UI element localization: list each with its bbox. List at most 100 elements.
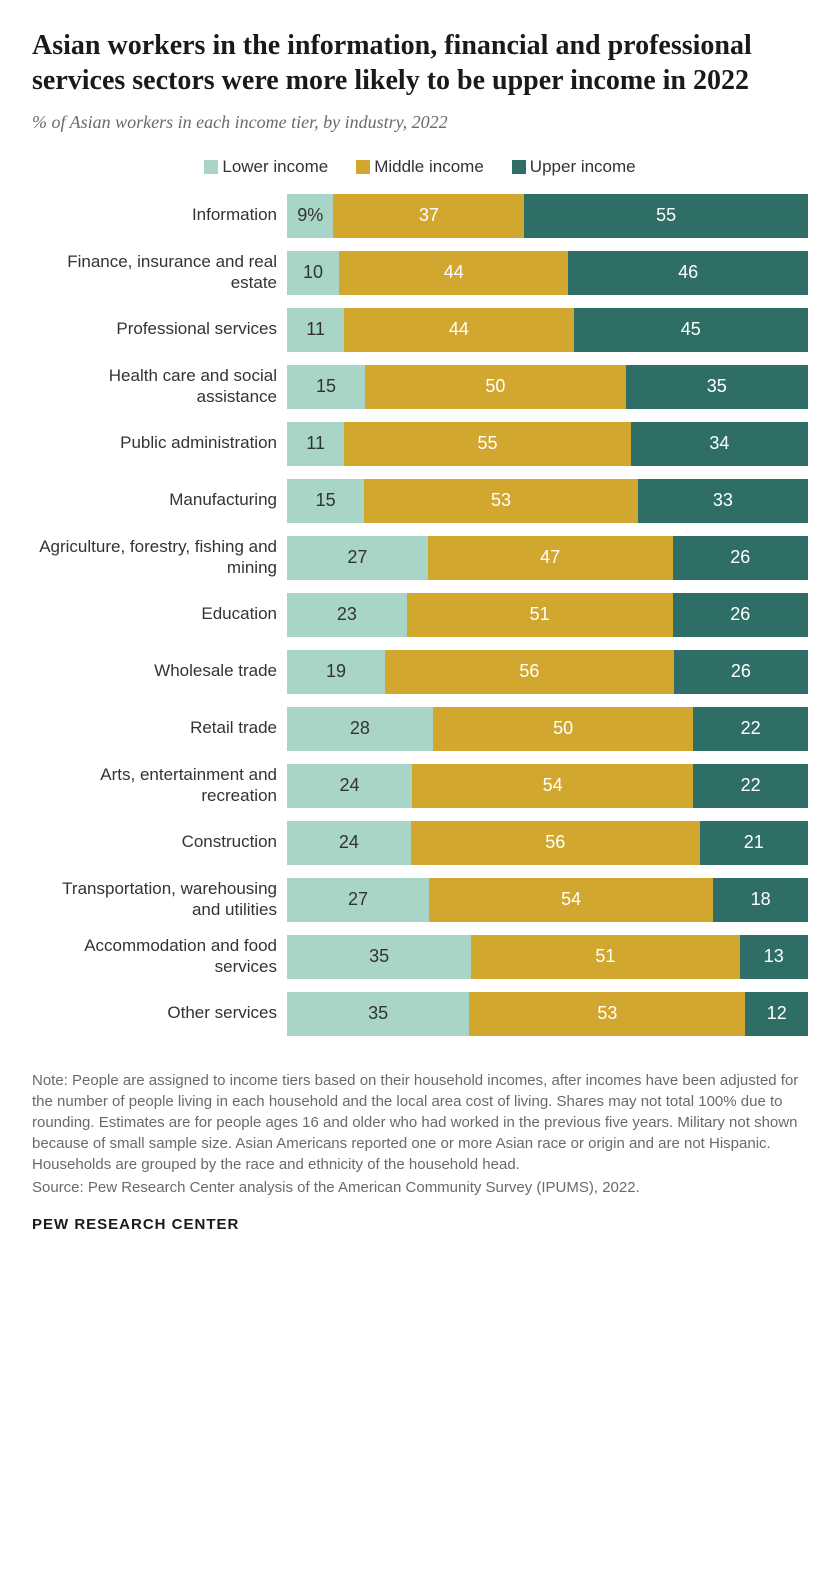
bar-segment-lower: 28 — [287, 707, 433, 751]
bar-segment-lower: 9% — [287, 194, 333, 238]
bar-segment-lower: 15 — [287, 479, 364, 523]
bar-segment-lower: 19 — [287, 650, 385, 694]
chart-row: Retail trade285022 — [32, 700, 808, 757]
bar-segment-lower: 23 — [287, 593, 407, 637]
bar-wrap: 104446 — [287, 251, 808, 295]
bar-wrap: 355113 — [287, 935, 808, 979]
bar-segment-upper: 26 — [674, 650, 808, 694]
bar-wrap: 155333 — [287, 479, 808, 523]
bar-segment-middle: 44 — [344, 308, 573, 352]
bar-segment-upper: 26 — [673, 593, 808, 637]
legend-swatch-lower — [204, 160, 218, 174]
chart-row: Construction245621 — [32, 814, 808, 871]
bar-segment-upper: 21 — [700, 821, 808, 865]
bar-segment-upper: 26 — [673, 536, 808, 580]
bar-segment-middle: 47 — [428, 536, 673, 580]
row-label: Arts, entertainment and recreation — [32, 765, 287, 806]
bar-wrap: 114445 — [287, 308, 808, 352]
bar-wrap: 355312 — [287, 992, 808, 1036]
bar-segment-upper: 33 — [638, 479, 808, 523]
legend-item-middle: Middle income — [356, 157, 484, 177]
row-label: Construction — [32, 832, 287, 852]
bar-segment-lower: 11 — [287, 422, 344, 466]
bar-segment-upper: 55 — [524, 194, 808, 238]
bar-segment-lower: 24 — [287, 821, 411, 865]
row-label: Transportation, warehousing and utilitie… — [32, 879, 287, 920]
legend-label-middle: Middle income — [374, 157, 484, 177]
legend-item-upper: Upper income — [512, 157, 636, 177]
chart-subtitle: % of Asian workers in each income tier, … — [32, 112, 808, 133]
chart-row: Agriculture, forestry, fishing and minin… — [32, 529, 808, 586]
bar-wrap: 155035 — [287, 365, 808, 409]
legend-label-upper: Upper income — [530, 157, 636, 177]
chart-row: Other services355312 — [32, 985, 808, 1042]
row-label: Education — [32, 604, 287, 624]
row-label: Health care and social assistance — [32, 366, 287, 407]
bar-segment-lower: 35 — [287, 935, 471, 979]
row-label: Other services — [32, 1003, 287, 1023]
row-label: Agriculture, forestry, fishing and minin… — [32, 537, 287, 578]
bar-segment-lower: 11 — [287, 308, 344, 352]
bar-wrap: 275418 — [287, 878, 808, 922]
bar-segment-middle: 54 — [412, 764, 693, 808]
chart-row: Transportation, warehousing and utilitie… — [32, 871, 808, 928]
legend-label-lower: Lower income — [222, 157, 328, 177]
bar-segment-lower: 24 — [287, 764, 412, 808]
row-label: Information — [32, 205, 287, 225]
row-label: Public administration — [32, 433, 287, 453]
chart-note: Note: People are assigned to income tier… — [32, 1070, 808, 1175]
bar-segment-middle: 51 — [407, 593, 673, 637]
bar-segment-upper: 13 — [740, 935, 808, 979]
legend-swatch-upper — [512, 160, 526, 174]
bar-segment-upper: 22 — [693, 764, 808, 808]
chart-row: Education235126 — [32, 586, 808, 643]
bar-segment-lower: 15 — [287, 365, 365, 409]
bar-segment-lower: 35 — [287, 992, 469, 1036]
bar-wrap: 115534 — [287, 422, 808, 466]
chart-row: Wholesale trade195626 — [32, 643, 808, 700]
legend-item-lower: Lower income — [204, 157, 328, 177]
bar-segment-lower: 27 — [287, 878, 429, 922]
chart-row: Public administration115534 — [32, 415, 808, 472]
bar-segment-upper: 35 — [626, 365, 808, 409]
chart-row: Arts, entertainment and recreation245422 — [32, 757, 808, 814]
row-label: Wholesale trade — [32, 661, 287, 681]
bar-wrap: 245621 — [287, 821, 808, 865]
bar-segment-middle: 51 — [471, 935, 739, 979]
bar-wrap: 245422 — [287, 764, 808, 808]
bar-segment-middle: 56 — [411, 821, 700, 865]
bar-segment-middle: 53 — [469, 992, 745, 1036]
bar-segment-middle: 53 — [364, 479, 637, 523]
bar-segment-upper: 46 — [568, 251, 808, 295]
chart-row: Health care and social assistance155035 — [32, 358, 808, 415]
bar-wrap: 195626 — [287, 650, 808, 694]
bar-segment-middle: 44 — [339, 251, 568, 295]
row-label: Finance, insurance and real estate — [32, 252, 287, 293]
chart-row: Accommodation and food services355113 — [32, 928, 808, 985]
chart-row: Finance, insurance and real estate104446 — [32, 244, 808, 301]
bar-segment-lower: 10 — [287, 251, 339, 295]
row-label: Manufacturing — [32, 490, 287, 510]
bar-segment-middle: 50 — [365, 365, 626, 409]
row-label: Retail trade — [32, 718, 287, 738]
bar-segment-upper: 34 — [631, 422, 808, 466]
chart-row: Professional services114445 — [32, 301, 808, 358]
bar-segment-upper: 12 — [745, 992, 808, 1036]
bar-segment-middle: 56 — [385, 650, 674, 694]
bar-segment-lower: 27 — [287, 536, 428, 580]
chart-title: Asian workers in the information, financ… — [32, 28, 808, 98]
legend: Lower income Middle income Upper income — [32, 157, 808, 177]
chart-row: Manufacturing155333 — [32, 472, 808, 529]
bar-wrap: 274726 — [287, 536, 808, 580]
chart-source: Source: Pew Research Center analysis of … — [32, 1177, 808, 1198]
bar-segment-middle: 50 — [433, 707, 694, 751]
bar-segment-middle: 37 — [333, 194, 524, 238]
bar-segment-upper: 45 — [574, 308, 808, 352]
stacked-bar-chart: Information9%3755Finance, insurance and … — [32, 187, 808, 1042]
row-label: Accommodation and food services — [32, 936, 287, 977]
legend-swatch-middle — [356, 160, 370, 174]
bar-segment-middle: 55 — [344, 422, 631, 466]
bar-segment-middle: 54 — [429, 878, 713, 922]
bar-wrap: 235126 — [287, 593, 808, 637]
attribution: PEW RESEARCH CENTER — [32, 1216, 808, 1233]
